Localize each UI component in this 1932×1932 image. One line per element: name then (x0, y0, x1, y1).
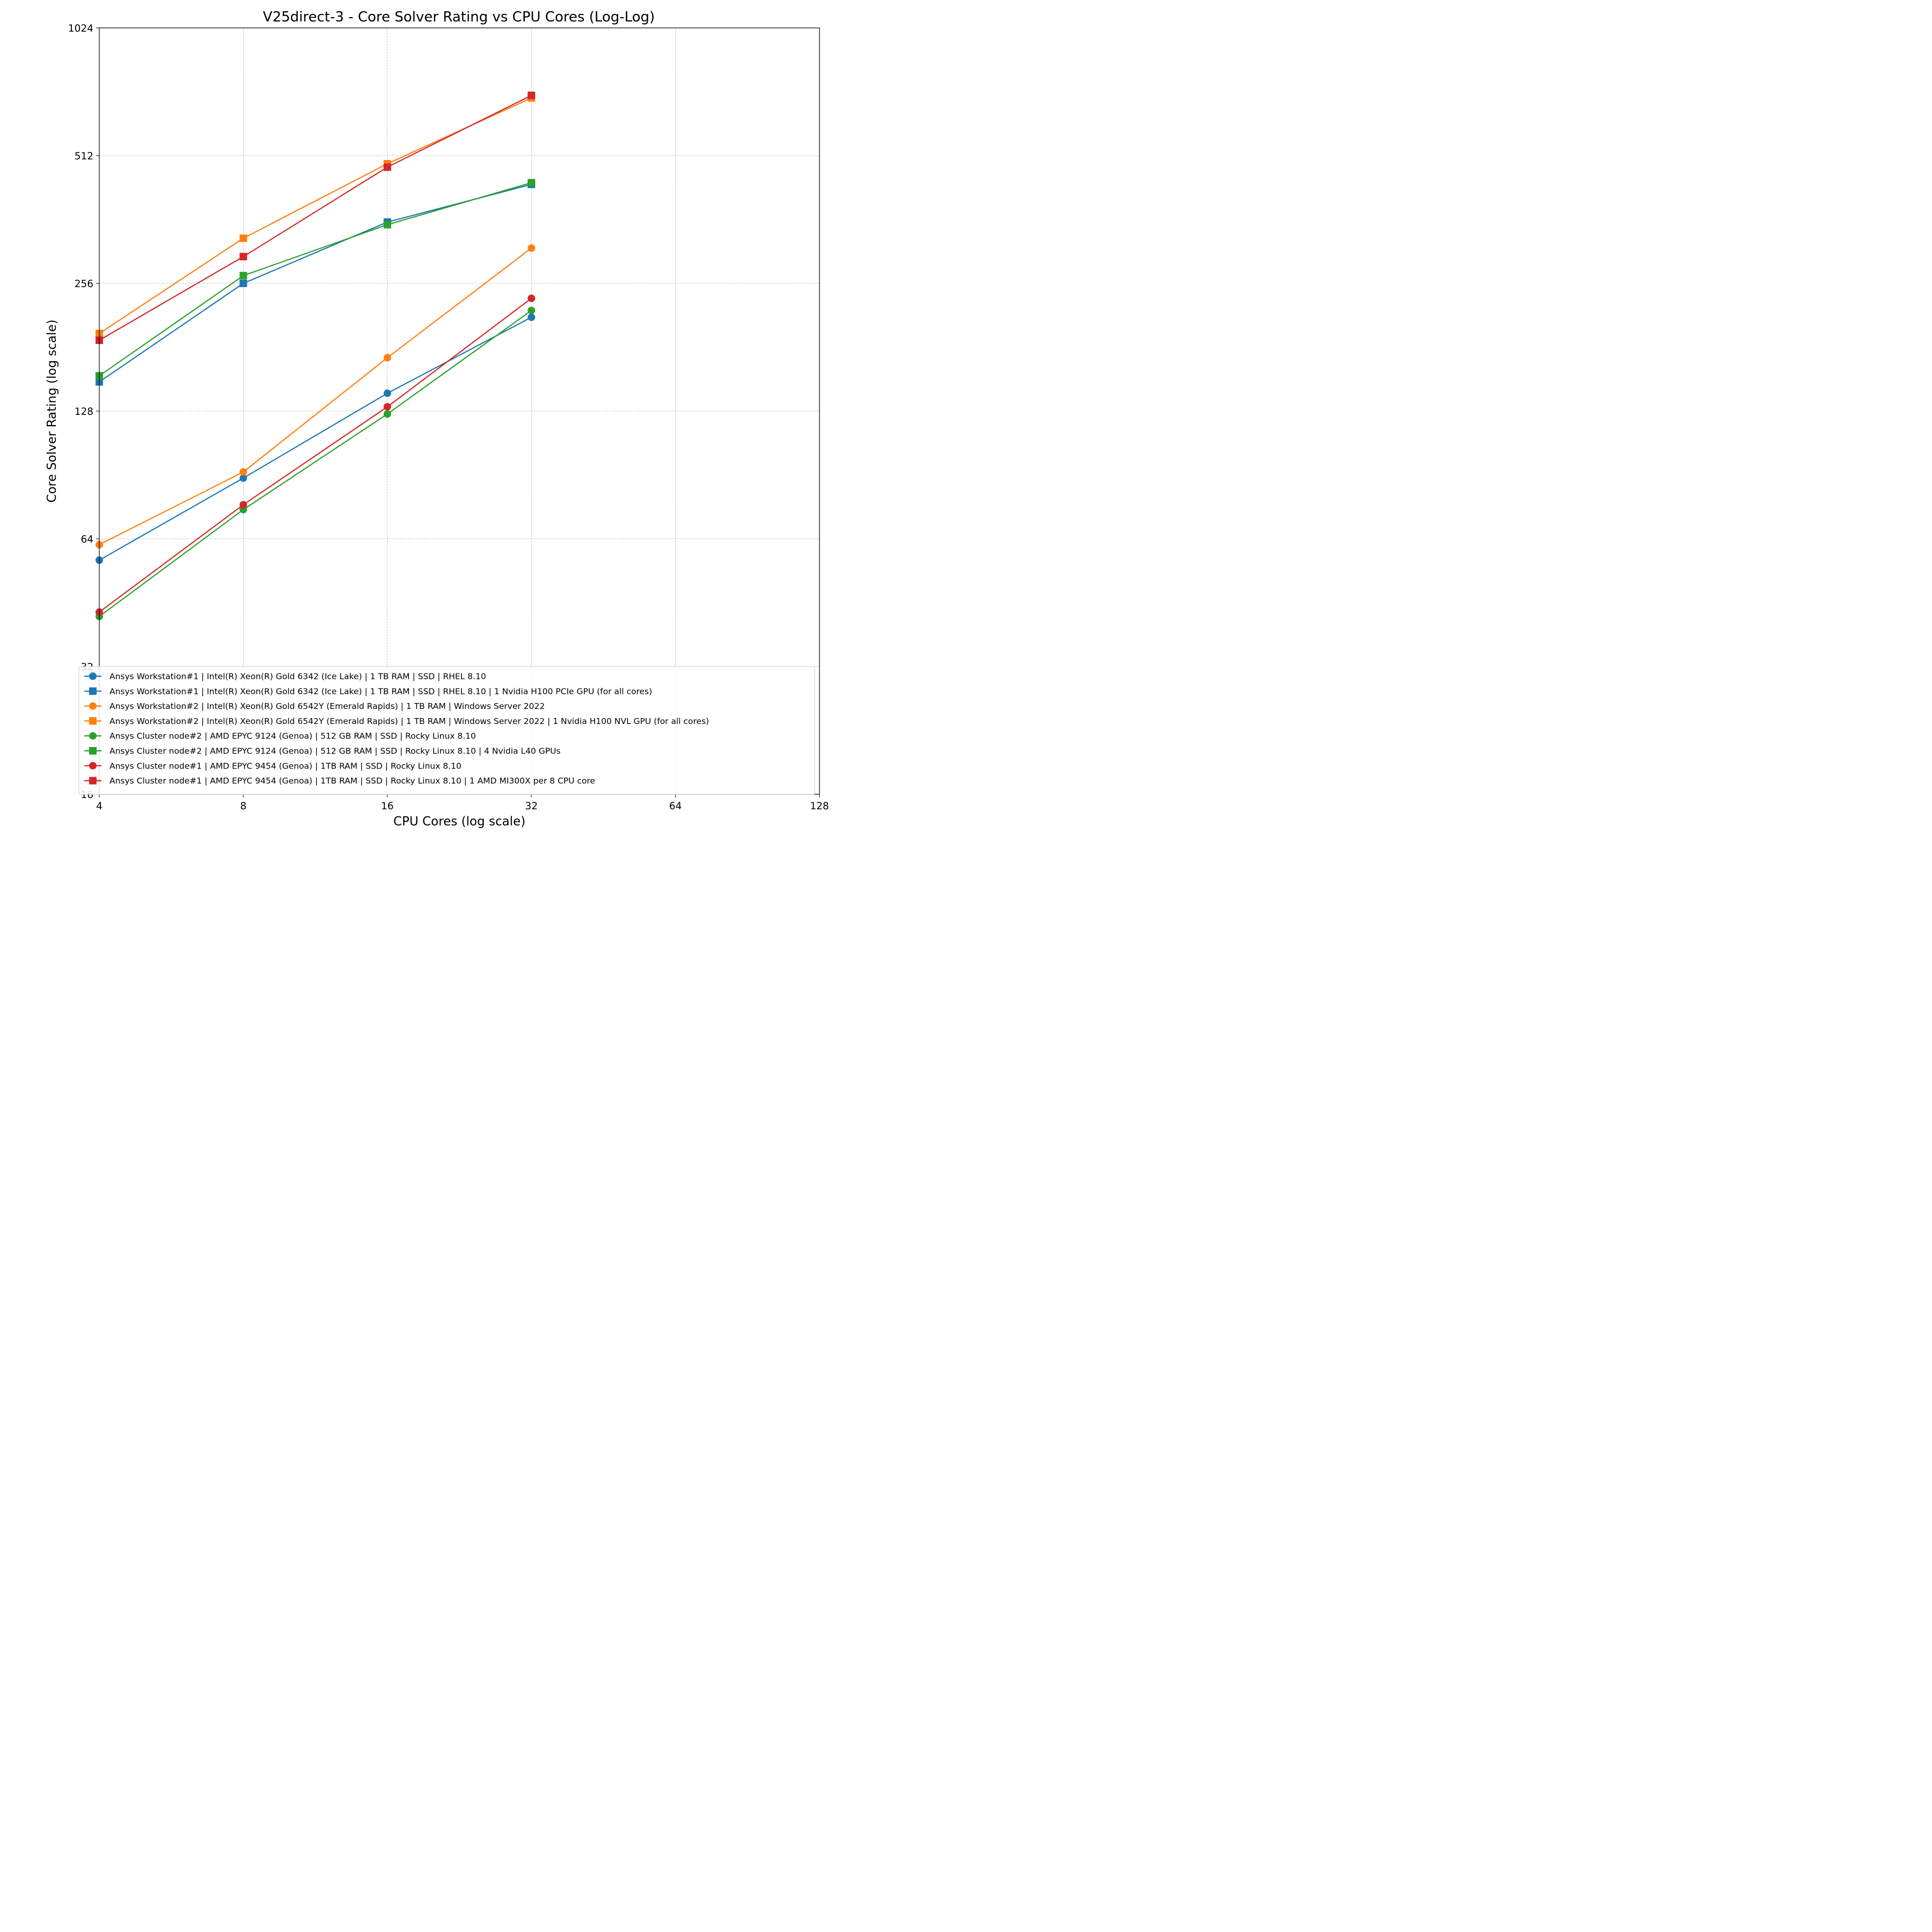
data-point (383, 354, 391, 362)
data-point (383, 389, 391, 397)
legend-label: Ansys Cluster node#1 | AMD EPYC 9454 (Ge… (109, 761, 462, 771)
chart: V25direct-3 - Core Solver Rating vs CPU … (45, 9, 829, 829)
series-layer (96, 91, 536, 620)
series-5 (96, 306, 536, 620)
y-tick-label: 1024 (68, 23, 93, 34)
series-line (99, 94, 532, 341)
data-point (239, 501, 247, 509)
y-tick-label: 512 (75, 151, 93, 162)
legend-marker (89, 702, 97, 710)
data-point (528, 294, 536, 302)
legend-marker (89, 732, 97, 740)
series-line (99, 184, 532, 383)
series-line (99, 182, 532, 377)
chart-title: V25direct-3 - Core Solver Rating vs CPU … (263, 9, 655, 25)
legend-label: Ansys Workstation#2 | Intel(R) Xeon(R) G… (109, 701, 545, 711)
data-point (239, 272, 247, 280)
legend-label: Ansys Cluster node#2 | AMD EPYC 9124 (Ge… (109, 747, 560, 756)
x-tick-label: 8 (240, 801, 247, 812)
data-point (528, 91, 536, 99)
series-line (99, 247, 532, 545)
data-point (383, 221, 391, 229)
legend-marker (89, 687, 97, 695)
legend: Ansys Workstation#1 | Intel(R) Xeon(R) G… (78, 666, 815, 795)
series-line (99, 317, 532, 561)
series-6 (96, 179, 536, 380)
x-tick-label: 32 (525, 801, 538, 812)
x-tick-label: 4 (96, 801, 103, 812)
legend-label: Ansys Workstation#1 | Intel(R) Xeon(R) G… (109, 686, 652, 696)
data-point (239, 280, 247, 287)
y-axis-label: Core Solver Rating (log scale) (45, 319, 59, 502)
data-point (528, 306, 536, 314)
data-point (383, 163, 391, 171)
legend-label: Ansys Cluster node#1 | AMD EPYC 9454 (Ge… (109, 776, 595, 786)
legend-box (78, 666, 815, 795)
legend-label: Ansys Workstation#2 | Intel(R) Xeon(R) G… (109, 716, 709, 726)
x-tick-label: 16 (381, 801, 394, 812)
y-tick-label: 256 (75, 279, 93, 290)
x-tick-label: 64 (669, 801, 682, 812)
legend-marker (89, 747, 97, 755)
legend-marker (89, 672, 97, 680)
legend-label: Ansys Cluster node#2 | AMD EPYC 9124 (Ge… (109, 731, 476, 741)
data-point (383, 403, 391, 411)
x-axis-label: CPU Cores (log scale) (393, 815, 525, 829)
series-1 (96, 313, 536, 564)
data-point (239, 253, 247, 261)
legend-marker (89, 762, 97, 770)
data-point (528, 244, 536, 252)
data-point (239, 474, 247, 482)
data-point (528, 179, 536, 187)
legend-marker (89, 717, 97, 725)
series-4 (96, 94, 536, 338)
series-7 (96, 294, 536, 616)
data-point (383, 410, 391, 418)
x-tick-label: 128 (810, 801, 829, 812)
y-tick-label: 128 (75, 406, 93, 418)
data-point (239, 468, 247, 476)
series-8 (96, 91, 536, 345)
y-tick-label: 64 (80, 534, 93, 545)
series-3 (96, 244, 536, 548)
legend-marker (89, 777, 97, 785)
legend-label: Ansys Workstation#1 | Intel(R) Xeon(R) G… (109, 672, 486, 682)
data-point (528, 313, 536, 321)
series-line (99, 298, 532, 613)
series-line (99, 310, 532, 617)
data-point (239, 234, 247, 242)
series-line (99, 97, 532, 334)
